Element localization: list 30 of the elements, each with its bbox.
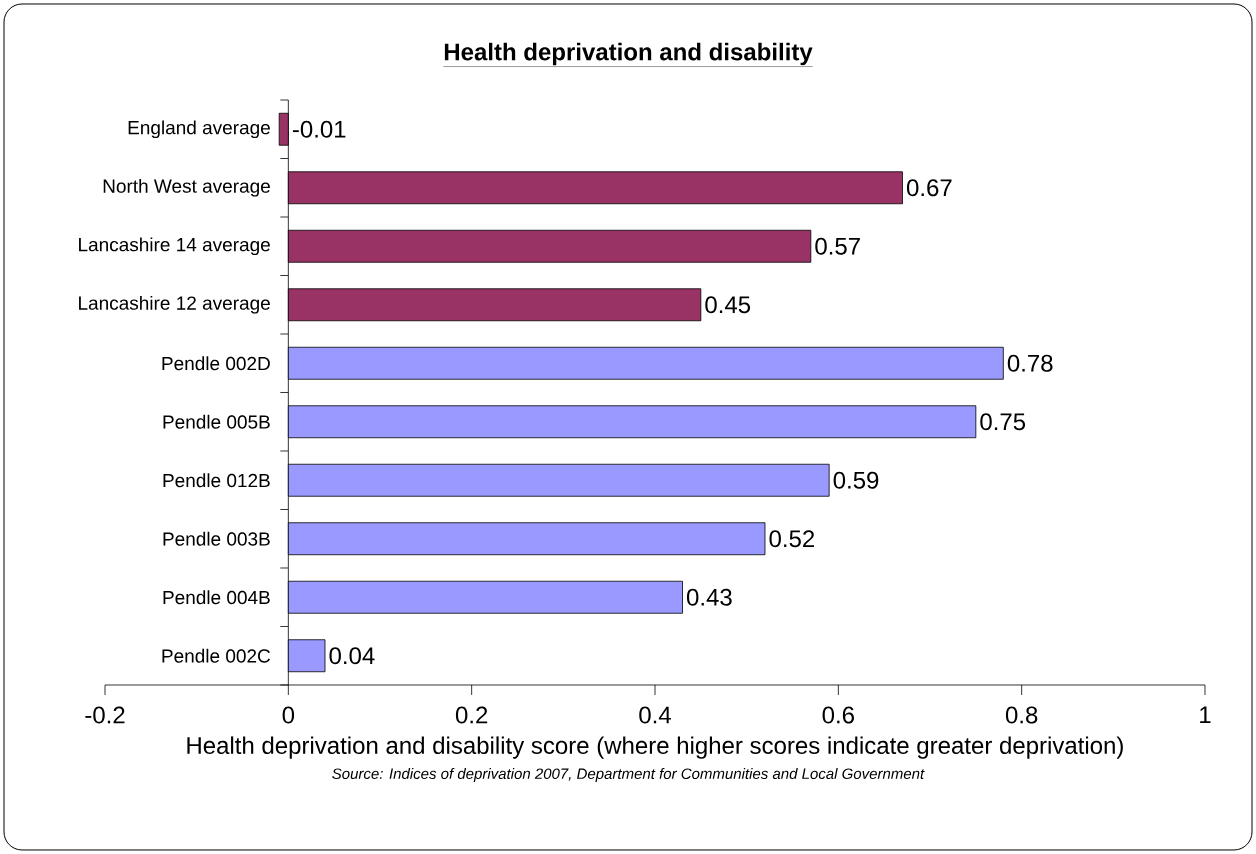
- y-tick-label: Pendle 012B: [163, 473, 270, 488]
- x-tick-label: 0.6: [822, 706, 854, 724]
- y-tick-label: Pendle 002D: [162, 356, 270, 371]
- data-label: 0.43: [686, 588, 732, 606]
- x-tick-label: 0.8: [1005, 706, 1038, 724]
- data-label: -0.01: [292, 120, 346, 138]
- data-label: 0.75: [980, 413, 1026, 431]
- data-label: 0.78: [1007, 354, 1053, 372]
- data-label: 0.04: [329, 647, 375, 665]
- y-tick-label: England average: [128, 120, 270, 139]
- source-note: Source: Indices of deprivation 2007, Department for Communities and Local Government: [332, 767, 925, 782]
- x-tick-label: 0.2: [455, 706, 488, 724]
- chart-title: Health deprivation and disability: [444, 42, 813, 66]
- data-label: 0.45: [705, 296, 751, 314]
- x-tick-label: -0.2: [85, 706, 125, 724]
- data-label: 0.57: [815, 237, 860, 255]
- data-label: 0.67: [906, 179, 952, 197]
- y-tick-label: Pendle 004B: [163, 590, 270, 605]
- x-tick-label: 0.4: [639, 706, 671, 724]
- x-tick-label: 0: [282, 706, 295, 724]
- y-tick-label: North West average: [103, 178, 270, 197]
- y-tick-label: Lancashire 12 average: [79, 295, 270, 314]
- data-label: 0.52: [769, 530, 815, 548]
- y-tick-label: Pendle 003B: [163, 531, 270, 546]
- x-axis-title: Health deprivation and disability score (where higher scores indicate greater deprivation): [187, 736, 1123, 759]
- x-tick-label: 1: [1200, 706, 1211, 724]
- y-tick-label: Pendle 005B: [163, 414, 270, 429]
- data-label: 0.59: [833, 471, 879, 489]
- y-tick-label: Pendle 002C: [162, 648, 271, 663]
- y-tick-label: Lancashire 14 average: [79, 237, 270, 256]
